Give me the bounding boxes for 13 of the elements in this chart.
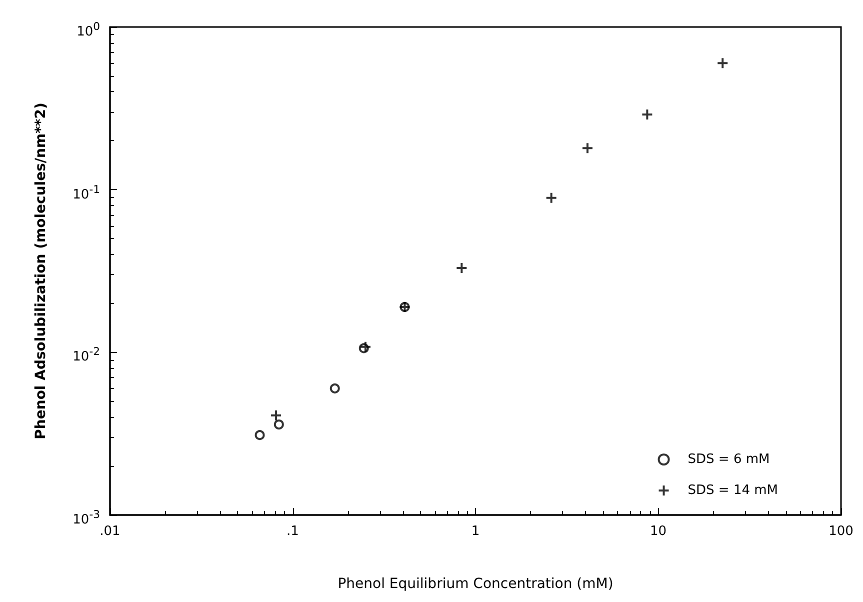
y-axis-title: Phenol Adsolubilization (molecules/nm**2) [33, 102, 49, 440]
legend-label: SDS = 6 mM [688, 452, 770, 467]
x-tick-label: 10 [650, 524, 667, 539]
x-tick-label: 100 [828, 524, 854, 539]
x-tick-label: .1 [286, 524, 299, 539]
y-tick-label: 10$^{-1}$ [72, 182, 100, 204]
y-tick-label: 10$^{0}$ [76, 19, 100, 42]
y-tick-label: 10$^{-3}$ [72, 507, 100, 530]
legend-label: SDS = 14 mM [688, 483, 778, 498]
x-tick-label: .01 [100, 524, 120, 539]
x-axis-title: Phenol Equilibrium Concentration (mM) [338, 576, 614, 592]
y-tick-label: 10$^{-2}$ [72, 344, 100, 367]
x-tick-label: 1 [471, 524, 480, 539]
